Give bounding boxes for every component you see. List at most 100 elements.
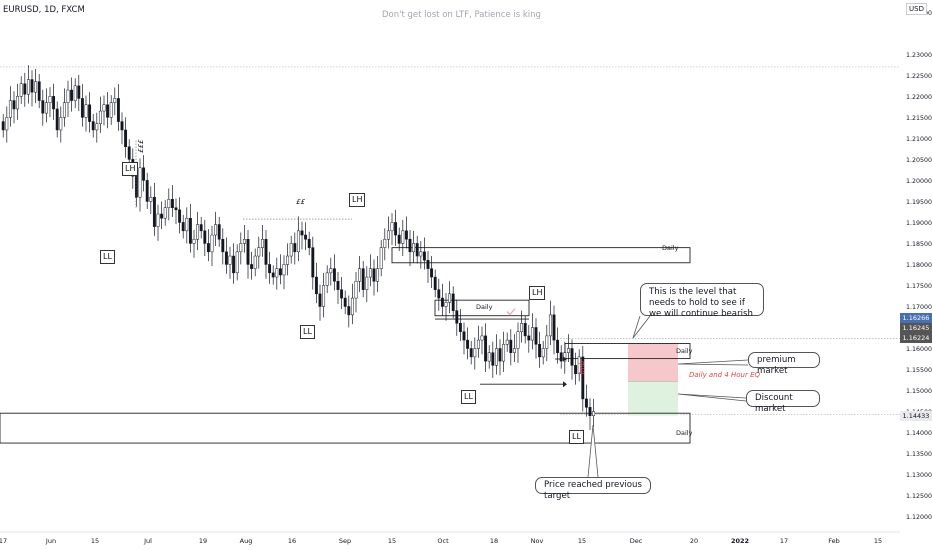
candles-layer [1, 65, 596, 431]
time-tick-label: 15 [578, 537, 586, 545]
time-tick-label: Aug [240, 537, 253, 545]
candle-body [109, 102, 113, 118]
candle-body [113, 98, 117, 103]
candle-body [228, 255, 232, 265]
daily-zone-box [391, 247, 691, 264]
candle-body [383, 238, 387, 248]
candle-body [289, 243, 293, 257]
candle-body [44, 102, 48, 114]
candle-body [498, 348, 502, 362]
candle-body [502, 344, 506, 362]
structure-label-lh-2: LH [349, 193, 366, 207]
candle-body [581, 356, 585, 400]
candle-body [368, 268, 372, 278]
arrow-head [563, 381, 567, 388]
candle-body [415, 243, 419, 257]
candle-body [404, 230, 408, 240]
time-tick-label: Oct [437, 537, 449, 545]
candle-body [300, 230, 304, 236]
candle-body [286, 255, 290, 265]
candle-body [188, 217, 192, 244]
candle-body [350, 297, 354, 316]
candle-body [530, 327, 534, 341]
eqh-label: £££ [137, 139, 145, 153]
candle-body [250, 264, 254, 269]
candle-body [311, 247, 315, 278]
time-tick-label: Jul [143, 537, 152, 545]
candle-body [322, 285, 326, 307]
eq-label: Daily and 4 Hour EQ [689, 371, 761, 379]
candle-body [584, 398, 588, 408]
candle-body [574, 365, 578, 374]
candle-body [26, 79, 30, 95]
price-tick-label: 1.20500 [906, 157, 932, 164]
price-tick-label: 1.13500 [906, 451, 932, 458]
candle-body [16, 96, 20, 110]
currency-badge[interactable]: USD [906, 3, 927, 15]
candle-body [23, 83, 27, 95]
candle-body [340, 289, 344, 299]
price-tick-label: 1.12500 [906, 493, 932, 500]
candle-body [278, 268, 282, 276]
candle-body [91, 121, 95, 131]
price-axis-bg [900, 0, 932, 550]
zone-label-daily-3: Daily [676, 347, 693, 355]
premium-zone [628, 343, 678, 382]
candle-body [160, 213, 164, 219]
price-axis[interactable]: 1.240001.230001.225001.220001.215001.210… [900, 0, 932, 550]
time-tick-label: Nov [531, 537, 544, 545]
structure-label-ll-4: LL [569, 430, 584, 444]
time-tick-label: 18 [490, 537, 498, 545]
structure-label-ll-3: LL [461, 390, 476, 404]
price-tag-current: 1.16266 [900, 313, 932, 323]
candle-body [444, 302, 448, 307]
candle-body [178, 209, 182, 223]
arrow-head [563, 356, 567, 362]
callout-pointer [632, 315, 651, 339]
time-tick-label: 15 [91, 537, 99, 545]
candle-body [566, 348, 570, 353]
candle-body [88, 104, 92, 122]
candle-body [196, 224, 200, 240]
candle-body [210, 234, 214, 253]
candle-body [70, 89, 74, 101]
candle-body [552, 314, 556, 341]
candle-body [116, 98, 120, 122]
callout-previous-target: Price reached previous target [535, 477, 651, 501]
candle-body [592, 411, 596, 416]
candle-body [336, 281, 340, 290]
callout-pointer [587, 424, 599, 478]
candle-body [77, 85, 81, 99]
candle-body [8, 100, 12, 118]
time-tick-label: Dec [630, 537, 643, 545]
time-axis[interactable]: 17 Jun 15 Jul 19 Aug 16 Sep 15 Oct 18 Nov 15 Dec 20 202… [0, 531, 900, 545]
candle-body [527, 335, 531, 341]
candle-body [462, 331, 466, 341]
candle-body [390, 222, 394, 232]
price-tick-label: 1.12000 [906, 514, 932, 521]
candle-body [5, 117, 9, 131]
callout-level-hold: This is the level that needs to hold to … [640, 283, 764, 319]
candle-body [487, 352, 491, 362]
candle-body [422, 251, 426, 261]
candle-body [480, 335, 484, 341]
candle-body [134, 175, 138, 198]
candle-body [394, 222, 398, 236]
price-tick-label: 1.20000 [906, 178, 932, 185]
candle-body [167, 199, 171, 208]
symbol-title[interactable]: EURUSD, 1D, FXCM [3, 5, 85, 15]
price-tick-label: 1.13000 [906, 472, 932, 479]
candle-body [37, 81, 41, 101]
price-tag-high: 1.16245 [900, 323, 932, 333]
candle-body [534, 327, 538, 345]
candle-body [232, 255, 236, 274]
price-tag-low: 1.16224 [900, 333, 932, 343]
candle-body [588, 407, 592, 416]
candle-body [361, 268, 365, 290]
candle-body [52, 96, 56, 110]
candle-body [386, 230, 390, 240]
candle-body [397, 234, 401, 244]
candle-body [282, 264, 286, 276]
candle-body [84, 104, 88, 118]
